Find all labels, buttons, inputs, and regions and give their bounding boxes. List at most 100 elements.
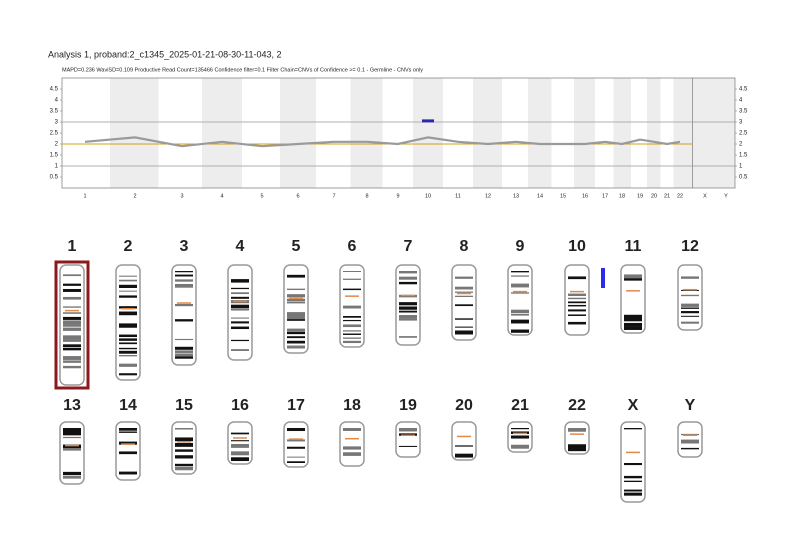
x-tick-label: 18	[619, 193, 625, 199]
band	[399, 306, 417, 310]
band	[231, 279, 249, 283]
band	[119, 295, 137, 298]
band	[63, 448, 81, 451]
chromosome-label: 15	[175, 397, 193, 414]
band	[511, 313, 529, 316]
band	[63, 327, 81, 331]
band	[624, 314, 642, 319]
band	[568, 447, 586, 452]
band	[511, 292, 529, 294]
chromosome-label: 10	[568, 238, 586, 255]
band	[231, 287, 249, 290]
band	[119, 363, 137, 367]
band	[287, 446, 305, 449]
band	[231, 451, 249, 456]
band	[624, 492, 642, 496]
cnv-marker	[601, 268, 605, 288]
band	[63, 283, 81, 286]
y-tick-label: 2.5	[50, 131, 59, 137]
band	[119, 334, 137, 338]
band	[231, 308, 249, 311]
band	[624, 428, 642, 430]
chromosome-label: X	[628, 397, 639, 414]
band	[231, 326, 249, 330]
band	[624, 462, 642, 466]
band	[287, 274, 305, 278]
x-tick-label: 10	[425, 193, 431, 199]
y2-tick-label: 4.5	[739, 87, 748, 93]
selection-box	[54, 260, 90, 390]
y-tick-label: 0.5	[50, 175, 59, 181]
band	[63, 312, 81, 314]
band	[119, 471, 137, 475]
band	[343, 305, 361, 309]
band	[343, 340, 361, 344]
band	[343, 337, 361, 339]
band	[119, 431, 137, 433]
band	[231, 296, 249, 299]
y2-tick-label: 2	[739, 142, 743, 148]
band	[511, 435, 529, 439]
band	[399, 281, 417, 285]
band	[511, 275, 529, 277]
subtitle: MAPD=0.236 WaviSD=0.109 Productive Read …	[62, 67, 423, 73]
band	[63, 324, 81, 327]
band	[287, 294, 305, 298]
band	[455, 286, 473, 290]
band	[175, 449, 193, 452]
band	[63, 347, 81, 351]
band	[63, 339, 81, 342]
chromosome-band	[692, 78, 716, 188]
chromosome-label: 2	[124, 238, 133, 255]
chromosome-band	[350, 78, 383, 188]
band	[343, 330, 361, 332]
x-tick-label: 20	[651, 193, 657, 199]
y-tick-label: 2	[55, 142, 59, 148]
band	[63, 365, 81, 369]
y-tick-label: 3.5	[50, 109, 59, 115]
band	[231, 457, 249, 462]
band	[568, 309, 586, 312]
y2-tick-label: 2.5	[739, 131, 748, 137]
chromosome-label: 19	[399, 397, 417, 414]
band	[511, 444, 529, 449]
band	[175, 279, 193, 282]
chromosome-band	[647, 78, 661, 188]
x-tick-label: 11	[455, 193, 461, 199]
band	[231, 349, 249, 351]
band	[343, 288, 361, 291]
chromosome-band	[473, 78, 502, 188]
band	[343, 452, 361, 456]
band	[119, 279, 137, 282]
y-tick-label: 4	[55, 98, 59, 104]
band	[399, 428, 417, 432]
band	[119, 355, 137, 357]
band	[568, 293, 586, 296]
x-tick-label: 5	[260, 193, 263, 199]
band	[231, 304, 249, 309]
band	[119, 338, 137, 341]
x-tick-label: X	[703, 193, 707, 199]
band	[287, 312, 305, 316]
band	[399, 433, 417, 436]
band	[568, 428, 586, 432]
band	[511, 309, 529, 314]
band	[455, 330, 473, 335]
chromosome-label: 22	[568, 397, 586, 414]
band	[568, 276, 586, 280]
band	[175, 437, 193, 442]
band	[175, 338, 193, 341]
x-tick-label: 17	[602, 193, 608, 199]
chromosome-label: 13	[63, 397, 81, 414]
band	[119, 373, 137, 376]
band	[175, 319, 193, 322]
band	[287, 461, 305, 464]
band	[624, 274, 642, 279]
band	[681, 439, 699, 444]
chromosome-label: 20	[455, 397, 473, 414]
band	[63, 475, 81, 479]
chromosome-band	[673, 78, 693, 188]
copy-number-trace	[84, 136, 681, 148]
ideogram	[677, 421, 703, 458]
